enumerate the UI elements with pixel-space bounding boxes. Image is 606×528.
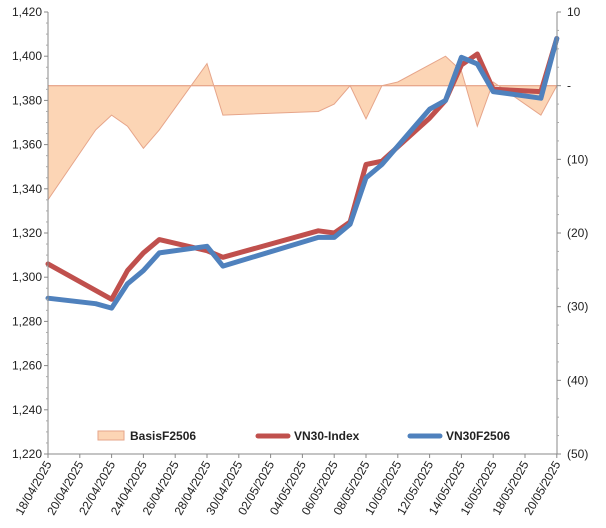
y-right-tick-label: (30) [567, 300, 588, 314]
y-right-tick-label: (50) [567, 447, 588, 461]
y-left-tick-label: 1,400 [12, 49, 42, 63]
y-left-tick-label: 1,360 [12, 138, 42, 152]
y-left-tick-label: 1,280 [12, 314, 42, 328]
legend-entry-vn30f2506: VN30F2506 [407, 429, 510, 443]
y-right-tick-label: (20) [567, 226, 588, 240]
y-left-tick-label: 1,340 [12, 182, 42, 196]
legend-label-vn30-index: VN30-Index [294, 429, 360, 443]
y-left-tick-label: 1,300 [12, 270, 42, 284]
y-left-tick-label: 1,320 [12, 226, 42, 240]
legend-entry-vn30-index: VN30-Index [255, 429, 360, 443]
price-lines-layer [45, 36, 560, 311]
vn30-index-line [45, 36, 560, 302]
legend: BasisF2506 VN30-Index VN30F2506 [97, 429, 510, 443]
legend-entry-basisf2506: BasisF2506 [97, 429, 196, 443]
y-right-tick-label: - [567, 79, 571, 93]
y-right-tick-label: (40) [567, 373, 588, 387]
y-right-tick-label: 10 [567, 5, 581, 19]
legend-label-basisf2506: BasisF2506 [130, 429, 196, 443]
y-left-tick-label: 1,380 [12, 93, 42, 107]
y-right-tick-label: (10) [567, 152, 588, 166]
y-left-tick-label: 1,260 [12, 359, 42, 373]
legend-swatch-basisf2506 [97, 430, 125, 441]
legend-label-vn30f2506: VN30F2506 [446, 429, 510, 443]
y-left-tick-label: 1,220 [12, 447, 42, 461]
basis-area [47, 55, 558, 202]
y-left-tick-label: 1,420 [12, 5, 42, 19]
vn30f2506-line [45, 36, 560, 311]
basis-area-layer [47, 55, 558, 202]
y-left-tick-label: 1,240 [12, 403, 42, 417]
